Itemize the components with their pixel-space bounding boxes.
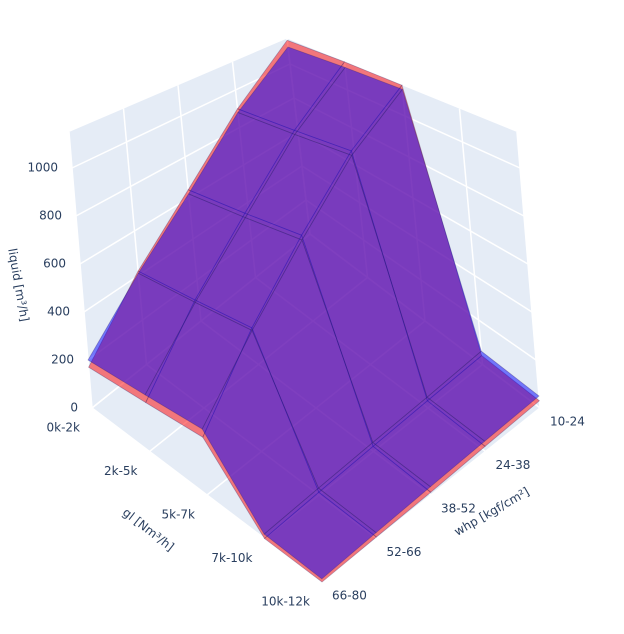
x-tick-label: 2k-5k xyxy=(104,464,138,478)
z-tick-label: 600 xyxy=(43,257,66,271)
y-tick-label: 38-52 xyxy=(441,502,476,516)
z-tick-label: 0 xyxy=(70,401,78,415)
grid-line xyxy=(68,131,93,409)
surface xyxy=(87,46,540,580)
y-tick-label: 24-38 xyxy=(496,458,531,472)
z-axis-title: liquid [m³/h] xyxy=(5,247,32,322)
x-tick-label: 10k-12k xyxy=(261,595,310,609)
z-tick-label: 200 xyxy=(51,353,74,367)
z-tick-label: 800 xyxy=(39,209,62,223)
y-tick-label: 52-66 xyxy=(387,545,422,559)
y-tick-label: 66-80 xyxy=(332,589,367,603)
grid-line xyxy=(516,131,541,409)
x-tick-label: 7k-10k xyxy=(211,551,252,565)
surface-cell xyxy=(263,487,377,580)
x-tick-label: 0k-2k xyxy=(47,421,81,435)
grid-line xyxy=(91,407,323,583)
x-tick-label: 5k-7k xyxy=(162,508,196,522)
z-tick-label: 400 xyxy=(47,305,70,319)
z-tick-label: 1000 xyxy=(27,161,58,175)
grid-line xyxy=(458,108,484,365)
y-tick-label: 10-24 xyxy=(550,415,585,429)
